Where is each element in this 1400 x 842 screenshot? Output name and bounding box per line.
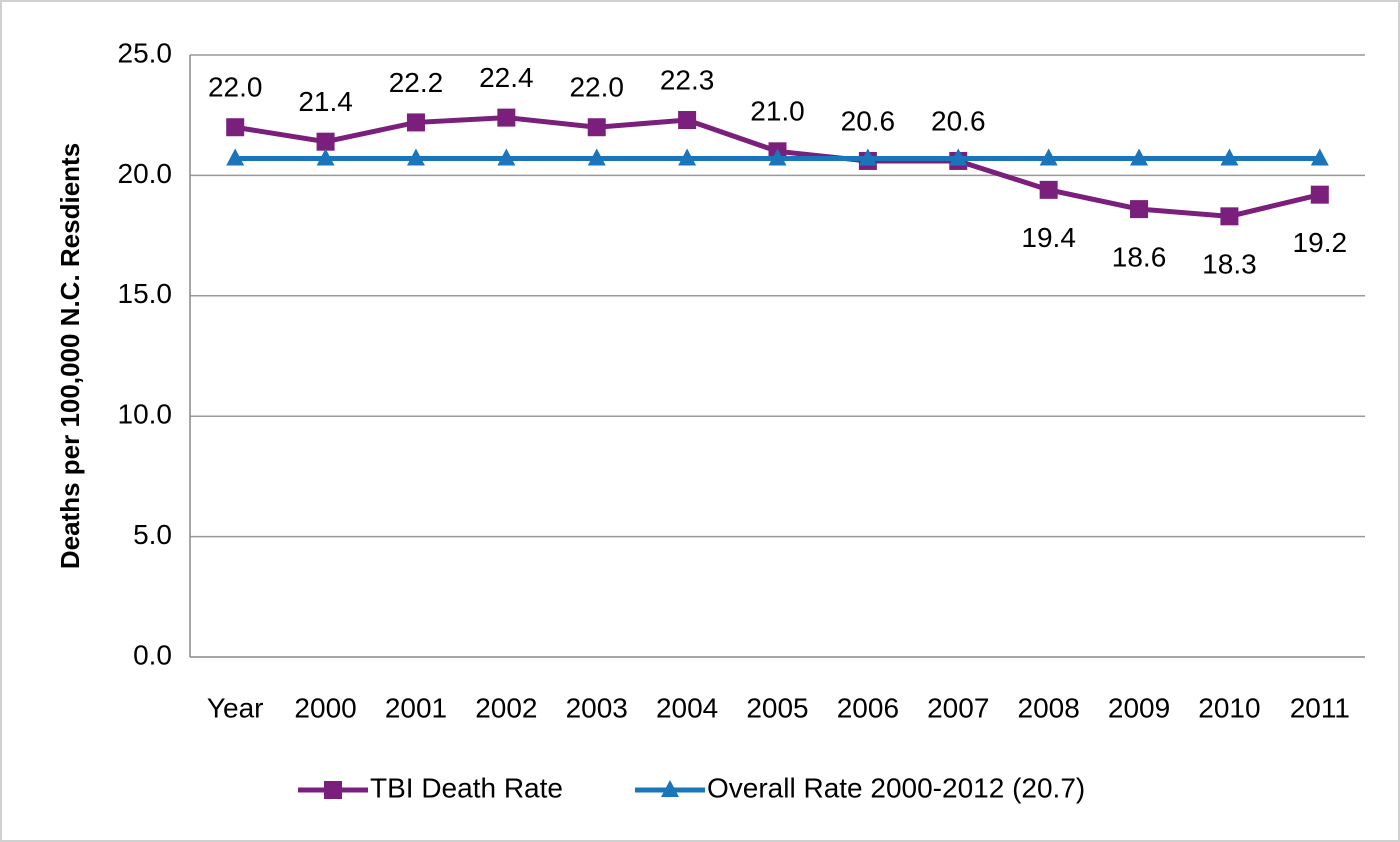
y-tick-label: 15.0 xyxy=(118,278,173,309)
marker-square xyxy=(324,781,342,799)
data-label: 21.4 xyxy=(298,86,353,117)
x-tick-label: Year xyxy=(207,692,264,723)
y-tick-label: 10.0 xyxy=(118,399,173,430)
x-tick-label: 2005 xyxy=(746,692,808,723)
marker-square xyxy=(406,113,425,132)
legend-label: TBI Death Rate xyxy=(370,772,563,803)
data-label: 22.3 xyxy=(660,64,715,95)
marker-square xyxy=(497,108,516,127)
y-tick-label: 0.0 xyxy=(133,639,172,670)
x-tick-label: 2008 xyxy=(1018,692,1080,723)
marker-square xyxy=(316,132,335,151)
x-tick-label: 2007 xyxy=(927,692,989,723)
marker-square xyxy=(226,118,245,137)
data-label: 20.6 xyxy=(841,105,896,136)
x-tick-label: 2003 xyxy=(566,692,628,723)
marker-triangle xyxy=(316,148,335,166)
data-label: 19.2 xyxy=(1293,227,1348,258)
marker-square xyxy=(678,111,697,130)
marker-triangle xyxy=(768,148,787,166)
data-label: 22.0 xyxy=(569,72,624,103)
y-tick-label: 25.0 xyxy=(118,37,173,68)
marker-triangle xyxy=(226,148,245,166)
marker-triangle xyxy=(1130,148,1149,166)
marker-triangle xyxy=(1220,148,1239,166)
data-label: 22.4 xyxy=(479,62,534,93)
marker-triangle xyxy=(1039,148,1058,166)
data-label: 22.0 xyxy=(208,72,263,103)
y-tick-label: 5.0 xyxy=(133,519,172,550)
y-axis-label: Deaths per 100,000 N.C. Resdients xyxy=(55,143,85,569)
marker-square xyxy=(1039,180,1058,199)
marker-square xyxy=(1130,200,1149,219)
data-label: 18.6 xyxy=(1112,242,1167,273)
x-tick-label: 2006 xyxy=(837,692,899,723)
marker-triangle xyxy=(858,148,877,166)
marker-triangle xyxy=(1310,148,1329,166)
x-tick-label: 2009 xyxy=(1108,692,1170,723)
marker-triangle xyxy=(406,148,425,166)
x-tick-label: 2001 xyxy=(385,692,447,723)
data-label: 18.3 xyxy=(1202,249,1257,280)
x-tick-label: 2004 xyxy=(656,692,718,723)
data-label: 21.0 xyxy=(750,96,805,127)
legend-label: Overall Rate 2000-2012 (20.7) xyxy=(707,772,1085,803)
data-label: 19.4 xyxy=(1021,222,1076,253)
marker-triangle xyxy=(949,148,968,166)
x-tick-label: 2011 xyxy=(1290,692,1350,723)
marker-triangle xyxy=(587,148,606,166)
data-label: 22.2 xyxy=(389,67,444,98)
marker-square xyxy=(1220,207,1239,226)
marker-triangle xyxy=(678,148,697,166)
data-label: 20.6 xyxy=(931,105,986,136)
marker-triangle xyxy=(497,148,516,166)
x-tick-label: 2000 xyxy=(294,692,356,723)
x-tick-label: 2010 xyxy=(1198,692,1260,723)
marker-square xyxy=(587,118,606,137)
x-tick-label: 2002 xyxy=(475,692,537,723)
marker-triangle xyxy=(661,780,679,797)
marker-square xyxy=(1310,185,1329,204)
y-tick-label: 20.0 xyxy=(118,158,173,189)
